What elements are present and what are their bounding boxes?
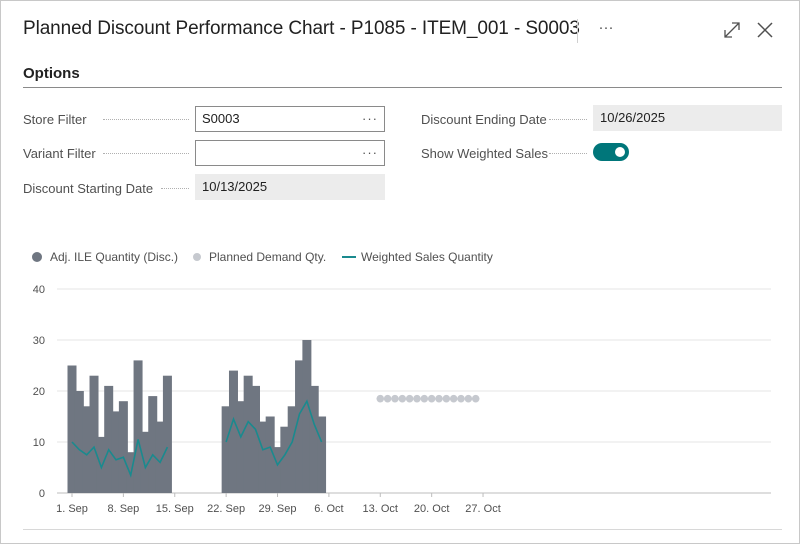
store-filter-field[interactable]: S0003 ··· [195, 106, 385, 132]
y-tick-label: 10 [33, 437, 45, 449]
discount-starting-date-label: Discount Starting Date [23, 181, 153, 196]
store-filter-value: S0003 [202, 111, 240, 126]
x-tick-label: 1. Sep [56, 503, 88, 515]
planned-demand-point [406, 395, 414, 403]
legend-marker-dot [191, 251, 203, 263]
x-tick-label: 8. Sep [107, 503, 139, 515]
planned-demand-point [384, 395, 392, 403]
discount-ending-date-label: Discount Ending Date [421, 112, 547, 127]
variant-filter-field[interactable]: ··· [195, 140, 385, 166]
leader-dots [103, 119, 189, 121]
store-filter-lookup-button[interactable]: ··· [362, 107, 378, 131]
x-tick-label: 29. Sep [259, 503, 297, 515]
planned-demand-point [421, 395, 429, 403]
legend-item-weighted-sales[interactable]: Weighted Sales Quantity [341, 250, 493, 264]
scatter-series [376, 395, 479, 403]
legend-label: Adj. ILE Quantity (Disc.) [50, 250, 178, 264]
planned-demand-point [450, 395, 458, 403]
x-tick-label: 27. Oct [465, 503, 500, 515]
page-title: Planned Discount Performance Chart - P10… [23, 18, 580, 40]
discount-ending-date-field: 10/26/2025 [593, 105, 782, 131]
legend-marker-bar [31, 251, 43, 263]
performance-chart: 0 10 20 30 40 1. Sep 8. Sep 15. Sep 22. Sep 29. S… [1, 276, 799, 521]
options-section-title[interactable]: Options [23, 65, 80, 82]
y-tick-label: 40 [33, 284, 45, 296]
title-divider [577, 19, 578, 43]
legend-item-planned-demand[interactable]: Planned Demand Qty. [191, 250, 326, 264]
planned-demand-point [413, 395, 421, 403]
legend-item-adj-ile[interactable]: Adj. ILE Quantity (Disc.) [31, 250, 178, 264]
discount-starting-date-field: 10/13/2025 [195, 174, 385, 200]
leader-dots [103, 153, 189, 155]
leader-dots [549, 153, 587, 155]
planned-demand-point [465, 395, 473, 403]
x-tick-label: 13. Oct [363, 503, 398, 515]
legend-label: Weighted Sales Quantity [361, 250, 493, 264]
planned-demand-point [435, 395, 443, 403]
leader-dots [161, 188, 189, 190]
x-tick-label: 22. Sep [207, 503, 245, 515]
planned-demand-point [391, 395, 399, 403]
x-tick-label: 20. Oct [414, 503, 449, 515]
bar-series [68, 340, 327, 493]
y-tick-label: 0 [39, 488, 45, 500]
bar [317, 417, 326, 494]
variant-filter-lookup-button[interactable]: ··· [362, 141, 378, 165]
more-options-button[interactable]: ··· [595, 19, 617, 41]
planned-demand-point [428, 395, 436, 403]
y-tick-label: 30 [33, 335, 45, 347]
planned-demand-point [457, 395, 465, 403]
bar [163, 376, 172, 493]
discount-ending-date-value: 10/26/2025 [600, 110, 665, 125]
planned-demand-point [443, 395, 451, 403]
section-divider [23, 87, 782, 88]
y-tick-label: 20 [33, 386, 45, 398]
bottom-divider [23, 529, 782, 530]
store-filter-label: Store Filter [23, 112, 87, 127]
variant-filter-label: Variant Filter [23, 146, 96, 161]
planned-demand-point [376, 395, 384, 403]
legend-label: Planned Demand Qty. [209, 250, 326, 264]
toggle-knob [615, 147, 625, 157]
planned-demand-point [472, 395, 480, 403]
show-weighted-sales-label: Show Weighted Sales [421, 146, 548, 161]
legend-marker-line [341, 251, 357, 263]
discount-starting-date-value: 10/13/2025 [202, 179, 267, 194]
x-tick-label: 15. Sep [156, 503, 194, 515]
leader-dots [549, 119, 587, 121]
expand-icon[interactable] [721, 19, 743, 41]
close-icon[interactable] [754, 19, 776, 41]
planned-demand-point [399, 395, 407, 403]
x-tick-label: 6. Oct [314, 503, 343, 515]
show-weighted-sales-toggle[interactable] [593, 143, 629, 161]
